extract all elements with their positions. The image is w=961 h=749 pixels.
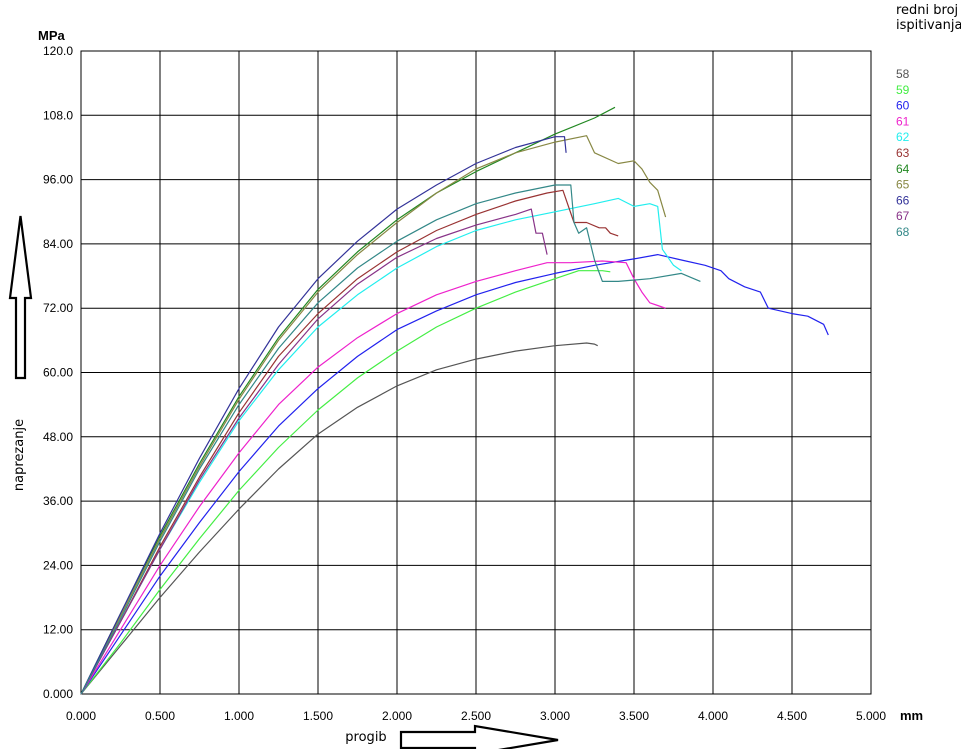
- y-tick-label: 72.00: [43, 301, 73, 315]
- x-tick-label: 4.000: [698, 709, 728, 723]
- series-line-65: [81, 136, 666, 694]
- x-tick-label: 0.500: [145, 709, 175, 723]
- x-tick-label: 0.000: [66, 709, 96, 723]
- y-tick-label: 120.0: [43, 44, 73, 58]
- x-tick-labels: 0.000 0.500 1.000 1.500 2.000 2.500 3.000 3.500…: [66, 709, 886, 723]
- legend-title-line-1: redni broj: [896, 3, 958, 18]
- y-tick-label: 96.00: [43, 173, 73, 187]
- x-tick-label: 3.500: [619, 709, 649, 723]
- series-line-67: [81, 209, 547, 694]
- x-tick-label: 3.000: [540, 709, 570, 723]
- grid-lines: [81, 51, 871, 694]
- legend-item-60: 60: [896, 99, 910, 113]
- series-line-58: [81, 343, 598, 694]
- x-tick-label: 4.500: [777, 709, 807, 723]
- y-tick-labels: 0.000 12.00 24.00 36.00 48.00 60.00 72.00 84.00…: [43, 44, 73, 701]
- x-direction-arrow-icon: [401, 726, 558, 749]
- series-line-63: [81, 190, 618, 694]
- x-axis-label: progib: [345, 730, 386, 745]
- y-tick-label: 60.00: [43, 366, 73, 380]
- x-unit-label: mm: [900, 708, 923, 723]
- legend-item-64: 64: [896, 162, 910, 176]
- legend-item-58: 58: [896, 67, 910, 81]
- series-line-62: [81, 198, 681, 694]
- series-layer: [81, 107, 828, 694]
- x-tick-label: 2.500: [461, 709, 491, 723]
- x-tick-label: 2.000: [382, 709, 412, 723]
- y-tick-label: 108.0: [43, 108, 73, 122]
- y-tick-label: 36.00: [43, 494, 73, 508]
- legend-item-63: 63: [896, 146, 910, 160]
- series-line-61: [81, 261, 666, 694]
- legend-item-59: 59: [896, 83, 910, 97]
- x-tick-label: 1.000: [224, 709, 254, 723]
- y-tick-label: 0.000: [43, 687, 73, 701]
- y-tick-label: 84.00: [43, 237, 73, 251]
- x-tick-label: 1.500: [303, 709, 333, 723]
- y-tick-label: 12.00: [43, 623, 73, 637]
- legend-item-65: 65: [896, 178, 910, 192]
- y-tick-label: 48.00: [43, 430, 73, 444]
- legend-title-line-2: ispitivanja: [896, 18, 961, 33]
- legend-item-68: 68: [896, 225, 910, 239]
- y-axis-label: naprezanje: [12, 419, 27, 491]
- y-unit-label: MPa: [38, 28, 66, 43]
- x-tick-label: 5.000: [856, 709, 886, 723]
- legend-item-61: 61: [896, 114, 910, 128]
- legend-item-67: 67: [896, 209, 910, 223]
- legend-item-62: 62: [896, 130, 910, 144]
- legend-item-66: 66: [896, 193, 910, 207]
- series-line-64: [81, 107, 615, 694]
- y-direction-arrow-icon: [10, 216, 31, 378]
- y-tick-label: 24.00: [43, 558, 73, 572]
